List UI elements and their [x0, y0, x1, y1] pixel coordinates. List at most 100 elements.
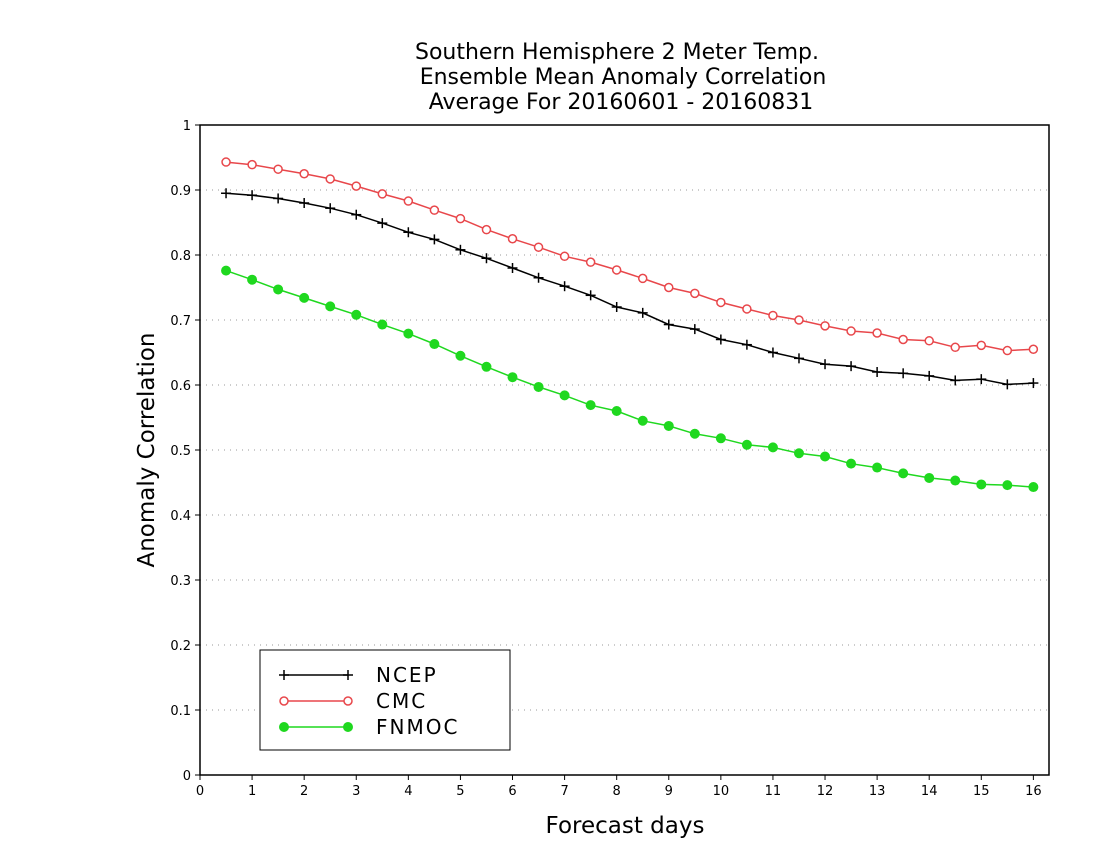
data-point-fnmoc: [1002, 480, 1013, 491]
legend-label-fnmoc: FNMOC: [376, 715, 459, 739]
data-point-cmc: [950, 342, 960, 353]
data-point-ncep: [377, 218, 388, 229]
data-point-cmc: [1002, 345, 1013, 356]
series-ncep: [221, 188, 1039, 390]
data-point-cmc: [976, 340, 987, 351]
x-tick-label: 2: [300, 784, 308, 799]
data-point-ncep: [507, 263, 518, 273]
y-tick-label: 0.6: [170, 379, 191, 394]
x-tick-label: 7: [560, 784, 568, 799]
y-tick-label: 0.2: [170, 639, 191, 654]
data-point-ncep: [429, 234, 440, 245]
data-point-fnmoc: [950, 475, 961, 486]
chart-title-line-1: Southern Hemisphere 2 Meter Temp.: [415, 40, 819, 65]
data-point-cmc: [273, 164, 283, 174]
data-point-ncep: [221, 188, 232, 199]
data-point-fnmoc: [221, 265, 232, 276]
legend-marker-ncep: [279, 670, 289, 680]
series-line-ncep: [225, 192, 1034, 386]
data-point-ncep: [299, 198, 310, 208]
x-axis: 0 1 2 3 4 5 6 7 8 9 10 11 12 13 14 15 16: [196, 775, 1042, 799]
data-point-cmc: [794, 315, 804, 325]
data-point-fnmoc: [715, 433, 726, 444]
x-axis-title: Forecast days: [546, 813, 705, 839]
gridlines: [200, 189, 1049, 711]
data-point-cmc: [481, 224, 492, 235]
x-tick-label: 12: [817, 784, 834, 799]
y-tick-label: 0: [183, 769, 191, 784]
data-point-cmc: [1028, 344, 1039, 354]
data-point-fnmoc: [351, 309, 362, 320]
data-point-ncep: [533, 272, 544, 283]
data-point-cmc: [533, 242, 544, 252]
data-point-fnmoc: [898, 468, 909, 479]
data-point-ncep: [976, 374, 987, 385]
chart-title: Southern Hemisphere 2 Meter Temp. Ensemb…: [415, 40, 826, 115]
data-point-ncep: [351, 209, 362, 220]
data-point-ncep: [325, 203, 336, 214]
legend-marker-fnmoc: [279, 722, 289, 732]
data-point-fnmoc: [507, 372, 518, 383]
data-point-ncep: [247, 190, 258, 201]
data-point-fnmoc: [872, 462, 883, 473]
data-point-ncep: [273, 193, 284, 204]
data-point-ncep: [481, 253, 492, 264]
data-point-fnmoc: [767, 442, 778, 453]
data-point-ncep: [663, 319, 674, 330]
data-point-ncep: [898, 368, 909, 379]
data-point-fnmoc: [273, 284, 284, 295]
x-tick-label: 4: [404, 784, 412, 799]
y-tick-label: 1: [183, 119, 191, 134]
data-point-cmc: [299, 169, 309, 179]
data-point-cmc: [846, 326, 856, 336]
x-tick-label: 8: [613, 784, 621, 799]
data-point-fnmoc: [1028, 482, 1039, 493]
legend-marker-cmc: [279, 696, 289, 706]
y-tick-label: 0.8: [170, 249, 191, 264]
series-line-fnmoc: [225, 269, 1034, 488]
data-point-cmc: [429, 205, 440, 215]
data-point-fnmoc: [637, 415, 648, 426]
data-point-ncep: [559, 281, 570, 292]
data-point-fnmoc: [741, 439, 752, 450]
data-point-fnmoc: [481, 361, 492, 372]
data-point-cmc: [403, 196, 414, 206]
data-point-ncep: [820, 359, 831, 370]
data-point-fnmoc: [820, 451, 831, 462]
x-tick-label: 1: [248, 784, 256, 799]
data-point-cmc: [872, 328, 882, 338]
data-point-ncep: [637, 307, 648, 318]
data-point-ncep: [455, 244, 466, 255]
x-tick-label: 11: [765, 784, 782, 799]
legend-item-cmc: CMC: [279, 689, 425, 713]
data-point-ncep: [585, 290, 596, 301]
data-point-fnmoc: [533, 381, 544, 392]
y-tick-label: 0.7: [170, 314, 191, 329]
series-cmc: [221, 157, 1039, 356]
y-axis-title: Anomaly Correlation: [134, 332, 160, 567]
data-point-ncep: [793, 353, 804, 364]
data-point-cmc: [559, 251, 570, 262]
data-point-fnmoc: [325, 301, 336, 312]
data-point-ncep: [924, 370, 935, 381]
data-point-cmc: [768, 310, 778, 321]
x-tick-label: 14: [921, 784, 938, 799]
legend-marker-cmc: [343, 696, 353, 706]
data-point-fnmoc: [403, 328, 414, 339]
data-point-ncep: [846, 361, 857, 372]
data-point-ncep: [403, 227, 414, 238]
data-point-fnmoc: [846, 458, 857, 469]
data-point-ncep: [689, 324, 700, 335]
data-point-cmc: [820, 321, 830, 331]
data-point-fnmoc: [689, 428, 700, 439]
y-tick-label: 0.1: [170, 704, 191, 719]
data-point-cmc: [221, 157, 231, 167]
data-point-ncep: [611, 302, 622, 312]
data-point-cmc: [377, 189, 388, 199]
series-layer: [221, 157, 1039, 493]
data-point-cmc: [455, 213, 466, 224]
legend-marker-ncep: [343, 670, 353, 680]
data-point-cmc: [924, 336, 934, 346]
